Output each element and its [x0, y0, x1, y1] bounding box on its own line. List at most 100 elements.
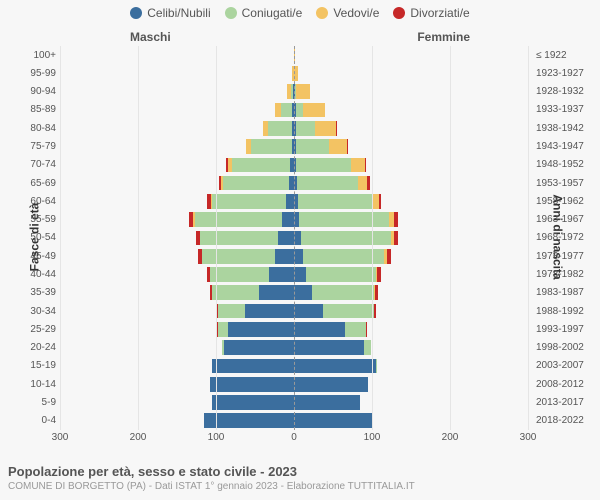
y-label-age: 75-79 [2, 137, 58, 155]
segment-widowed [351, 158, 365, 173]
legend: Celibi/Nubili Coniugati/e Vedovi/e Divor… [0, 0, 600, 22]
segment-married [345, 322, 366, 337]
segment-single [294, 249, 303, 264]
bar-female [294, 413, 528, 428]
y-label-age: 70-74 [2, 156, 58, 174]
bar-male [60, 304, 294, 319]
y-label-birth: 1968-1972 [534, 229, 590, 247]
x-axis: 3002001000100200300 [60, 432, 528, 446]
side-title-female: Femmine [417, 30, 470, 44]
bar-female [294, 359, 528, 374]
segment-married [212, 194, 286, 209]
segment-single [224, 340, 294, 355]
y-label-age: 85-89 [2, 101, 58, 119]
bar-female [294, 267, 528, 282]
segment-married [218, 304, 245, 319]
segment-single [294, 304, 323, 319]
y-label-birth: 2013-2017 [534, 393, 590, 411]
x-tick-label: 300 [52, 432, 69, 443]
chart-title: Popolazione per età, sesso e stato civil… [8, 464, 592, 479]
bar-male [60, 212, 294, 227]
segment-single [212, 395, 294, 410]
segment-single [294, 395, 360, 410]
y-label-age: 15-19 [2, 357, 58, 375]
segment-widowed [303, 103, 324, 118]
segment-single [259, 285, 294, 300]
segment-single [278, 231, 294, 246]
bar-female [294, 212, 528, 227]
segment-single [210, 377, 294, 392]
segment-married [301, 231, 391, 246]
y-label-age: 0-4 [2, 412, 58, 430]
bar-male [60, 121, 294, 136]
x-tick-label: 300 [520, 432, 537, 443]
segment-widowed [358, 176, 368, 191]
segment-married [210, 267, 269, 282]
legend-label-divorced: Divorziati/e [410, 6, 469, 20]
x-tick-label: 100 [208, 432, 225, 443]
y-label-birth: 2018-2022 [534, 412, 590, 430]
legend-label-single: Celibi/Nubili [147, 6, 210, 20]
y-label-age: 100+ [2, 46, 58, 64]
segment-married [299, 212, 389, 227]
y-label-age: 55-59 [2, 211, 58, 229]
bar-female [294, 121, 528, 136]
segment-single [294, 285, 312, 300]
segment-single [204, 413, 294, 428]
segment-divorced [394, 231, 398, 246]
legend-item-divorced: Divorziati/e [393, 6, 469, 20]
segment-married [212, 285, 259, 300]
segment-single [212, 359, 294, 374]
segment-single [294, 413, 372, 428]
bar-male [60, 176, 294, 191]
bar-male [60, 194, 294, 209]
y-label-age: 60-64 [2, 192, 58, 210]
segment-married [298, 194, 372, 209]
y-label-age: 20-24 [2, 339, 58, 357]
bar-male [60, 66, 294, 81]
segment-single [294, 231, 301, 246]
y-label-age: 45-49 [2, 247, 58, 265]
segment-married [296, 158, 351, 173]
gridline [450, 46, 451, 430]
bar-female [294, 377, 528, 392]
segment-widowed [329, 139, 347, 154]
y-label-birth: 1963-1967 [534, 211, 590, 229]
y-label-age: 50-54 [2, 229, 58, 247]
y-label-birth: 1933-1937 [534, 101, 590, 119]
bar-female [294, 176, 528, 191]
segment-married [376, 359, 377, 374]
legend-item-widowed: Vedovi/e [316, 6, 379, 20]
bar-male [60, 413, 294, 428]
segment-widowed [296, 84, 310, 99]
segment-divorced [375, 285, 378, 300]
x-tick-label: 200 [130, 432, 147, 443]
legend-label-married: Coniugati/e [242, 6, 303, 20]
bar-male [60, 231, 294, 246]
segment-single [275, 249, 294, 264]
segment-single [269, 267, 294, 282]
segment-married [364, 340, 371, 355]
segment-married [296, 139, 329, 154]
segment-married [251, 139, 292, 154]
bar-female [294, 231, 528, 246]
center-line [294, 46, 295, 430]
bar-male [60, 395, 294, 410]
y-label-birth: 1948-1952 [534, 156, 590, 174]
segment-divorced [347, 139, 348, 154]
segment-widowed [315, 121, 336, 136]
legend-swatch-divorced [393, 7, 405, 19]
gridline [528, 46, 529, 430]
segment-single [286, 194, 294, 209]
legend-item-married: Coniugati/e [225, 6, 303, 20]
segment-divorced [367, 176, 369, 191]
y-label-birth: 1953-1957 [534, 174, 590, 192]
legend-swatch-widowed [316, 7, 328, 19]
segment-married [223, 176, 289, 191]
segment-single [294, 359, 376, 374]
plot-area [60, 46, 528, 430]
segment-single [228, 322, 294, 337]
y-label-age: 35-39 [2, 284, 58, 302]
segment-married [296, 121, 315, 136]
segment-divorced [394, 212, 399, 227]
